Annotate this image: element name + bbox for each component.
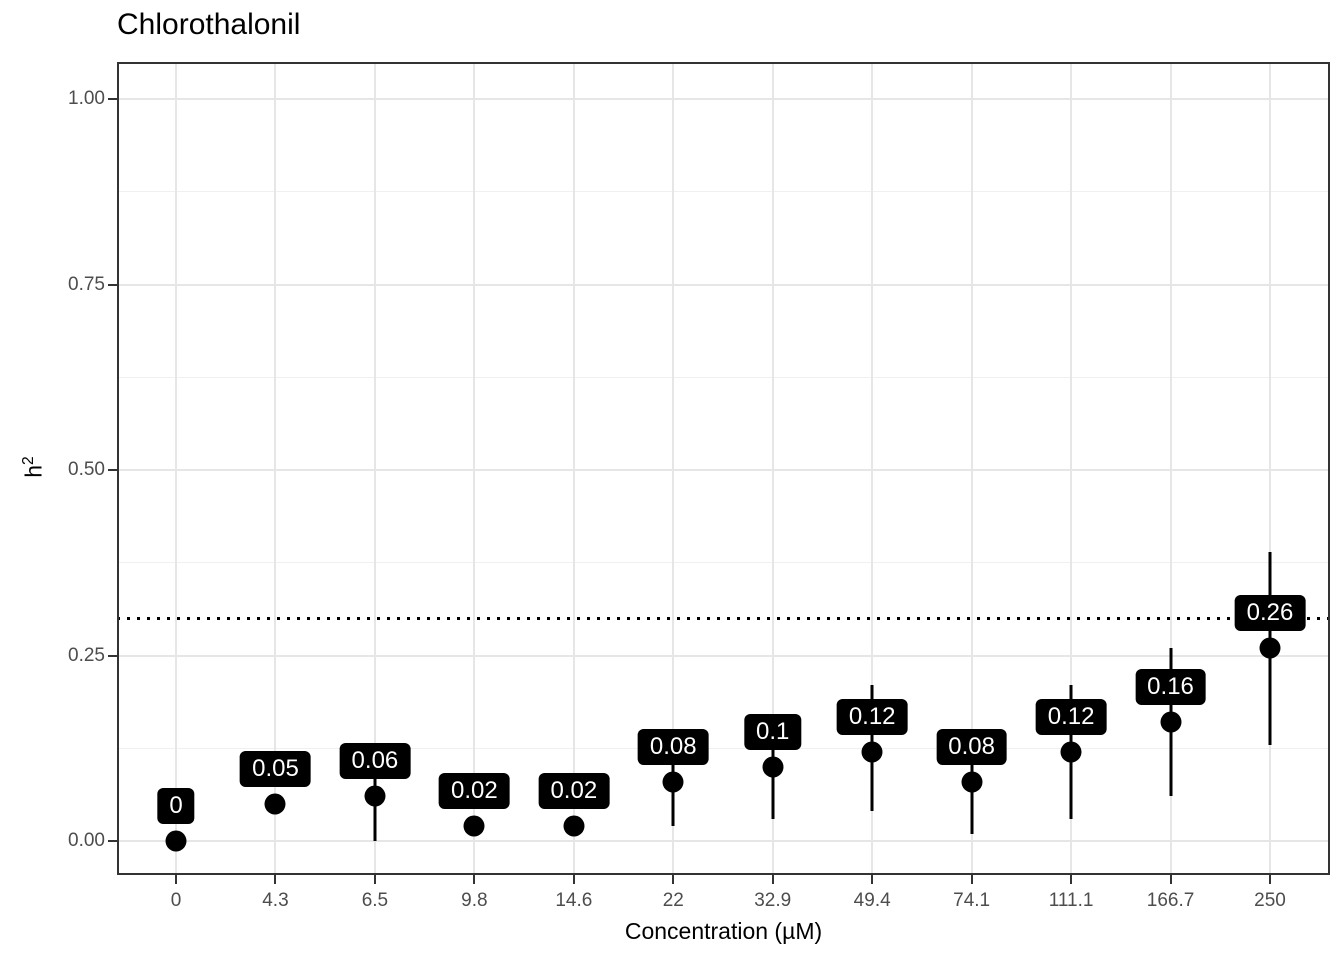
point-label: 0.1 [744, 713, 802, 750]
x-axis-tick [970, 875, 973, 884]
x-gridline-major [970, 62, 973, 875]
data-point [563, 815, 585, 837]
data-point [264, 793, 286, 815]
x-axis-tick [1269, 875, 1271, 884]
y-axis-tick [108, 840, 117, 842]
x-tick-label: 166.7 [1146, 890, 1195, 911]
x-gridline-major [473, 62, 476, 875]
data-point [861, 741, 883, 763]
reference-line [117, 617, 1330, 621]
x-gridline-major [1070, 62, 1073, 875]
point-label: 0.26 [1234, 595, 1306, 632]
x-tick-label: 4.3 [262, 890, 289, 911]
y-gridline-major [117, 469, 1330, 471]
x-tick-label: 74.1 [953, 890, 991, 911]
y-gridline-major [117, 840, 1330, 842]
x-tick-label: 32.9 [754, 890, 792, 911]
y-gridline-minor [117, 191, 1330, 193]
x-axis-title: Concentration (µM) [624, 918, 823, 944]
data-point [1259, 637, 1281, 659]
y-axis-tick [108, 283, 117, 286]
y-tick-label: 0.50 [68, 459, 105, 480]
y-tick-label: 0.25 [68, 644, 105, 666]
x-tick-label: 9.8 [461, 890, 488, 911]
data-point [762, 756, 784, 778]
data-point [1060, 741, 1082, 763]
y-axis-tick [108, 654, 117, 657]
x-tick-label: 6.5 [361, 890, 389, 911]
point-label: 0.12 [1035, 698, 1107, 735]
x-gridline-major [1269, 62, 1271, 875]
data-point [463, 815, 485, 837]
point-label: 0.16 [1135, 669, 1206, 706]
data-point [961, 771, 983, 793]
x-axis-tick [871, 875, 874, 884]
y-gridline-major [117, 283, 1330, 286]
x-tick-label: 49.4 [853, 890, 891, 911]
data-point [165, 830, 187, 852]
x-axis-tick [473, 875, 476, 884]
point-label: 0.02 [538, 773, 610, 810]
data-point [1160, 711, 1182, 733]
x-gridline-major [175, 62, 177, 875]
x-tick-label: 111.1 [1048, 890, 1094, 911]
y-axis-tick [108, 98, 117, 100]
y-gridline-major [117, 654, 1330, 657]
y-gridline-minor [117, 562, 1330, 564]
x-axis-tick [175, 875, 177, 884]
x-axis-tick [274, 875, 277, 884]
chart-title: Chlorothalonil [117, 8, 301, 41]
point-label: 0.02 [439, 773, 510, 810]
x-tick-label: 14.6 [555, 890, 593, 911]
point-label: 0.06 [339, 743, 411, 780]
x-gridline-major [871, 62, 874, 875]
point-label: 0.12 [836, 698, 908, 735]
point-label: 0.05 [240, 750, 311, 787]
x-tick-label: 22 [662, 890, 684, 911]
x-axis-tick [672, 875, 675, 884]
point-label: 0.08 [637, 728, 709, 765]
point-label: 0 [157, 788, 195, 824]
point-label: 0.08 [936, 728, 1007, 765]
x-axis-tick [373, 875, 376, 884]
y-tick-label: 0.00 [68, 830, 105, 851]
x-gridline-major [274, 62, 277, 875]
y-tick-label: 1.00 [68, 88, 105, 109]
data-point [364, 785, 386, 807]
x-gridline-major [373, 62, 376, 875]
x-tick-label: 0 [170, 890, 182, 911]
y-tick-label: 0.75 [68, 273, 105, 295]
x-gridline-major [771, 62, 774, 875]
x-axis-tick [1070, 875, 1073, 884]
x-axis-tick [1169, 875, 1172, 884]
x-axis-tick [771, 875, 774, 884]
y-gridline-major [117, 98, 1330, 100]
y-gridline-minor [117, 376, 1330, 378]
x-gridline-major [1169, 62, 1172, 875]
y-gridline-minor [117, 747, 1330, 749]
x-tick-label: 250 [1254, 890, 1286, 911]
x-axis-tick [572, 875, 575, 884]
x-gridline-major [672, 62, 675, 875]
y-axis-tick [108, 469, 117, 471]
data-point [662, 771, 684, 793]
x-gridline-major [572, 62, 575, 875]
